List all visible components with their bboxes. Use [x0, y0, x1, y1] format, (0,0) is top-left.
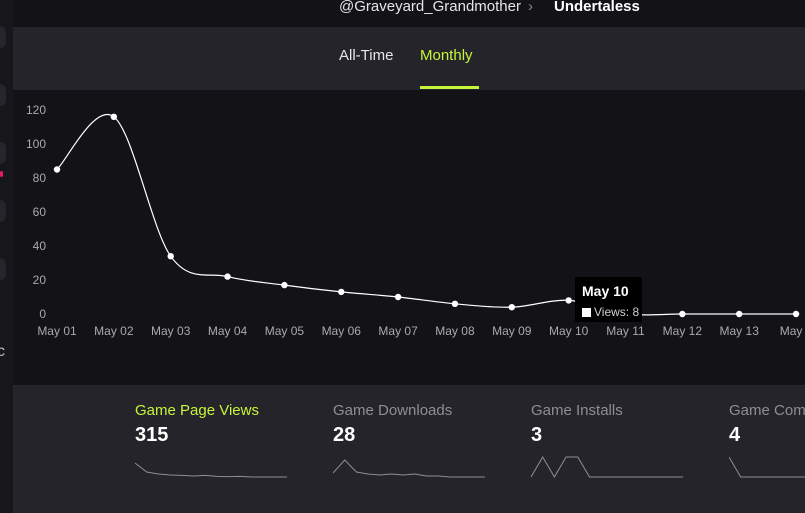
data-point[interactable]: [679, 310, 686, 318]
data-point[interactable]: [736, 310, 743, 318]
rail-item[interactable]: [0, 26, 6, 48]
x-tick-label: May 08: [435, 324, 475, 338]
stat-value: 28: [333, 424, 356, 446]
y-tick-label: 20: [33, 273, 47, 287]
x-tick-label: May 11: [606, 324, 645, 338]
rail-item[interactable]: [0, 200, 6, 222]
tab-all-time[interactable]: All-Time: [339, 47, 394, 64]
tooltip-date: May 10: [582, 283, 629, 299]
stat-value: 4: [729, 424, 741, 446]
data-point[interactable]: [53, 166, 61, 173]
stat-value: 315: [135, 424, 169, 446]
sparkline-path: [729, 456, 805, 478]
stat-label: Game Downloads: [333, 402, 453, 419]
tooltip-value: Views: 8: [594, 305, 640, 319]
data-point[interactable]: [167, 253, 174, 260]
x-tick-label: May 10: [549, 324, 589, 338]
x-tick-label: May 12: [663, 324, 703, 338]
x-tick-label: May 1: [780, 324, 805, 338]
x-tick-label: May 03: [151, 324, 191, 338]
tooltip-series-swatch: [582, 308, 591, 317]
stat-sparkline: [333, 459, 485, 478]
x-tick-label: May 05: [265, 324, 305, 338]
rail-item[interactable]: [0, 142, 6, 164]
tab-monthly[interactable]: Monthly: [420, 47, 473, 64]
stat-comments[interactable]: Game Com 4: [729, 402, 805, 479]
stats-panel: Game Page Views 315 Game Downloads 28 Ga…: [13, 385, 805, 513]
x-tick-label: May 06: [322, 324, 362, 338]
stat-downloads[interactable]: Game Downloads 28: [333, 402, 513, 479]
notification-dot: [0, 171, 3, 177]
stat-sparkline: [531, 456, 683, 478]
stat-value: 3: [531, 424, 543, 446]
stat-sparkline: [135, 462, 287, 478]
data-point[interactable]: [451, 300, 459, 307]
y-tick-label: 100: [26, 137, 46, 151]
chevron-right-icon: ›: [528, 0, 533, 15]
data-point[interactable]: [338, 288, 345, 296]
breadcrumb-game-title: Undertaless: [554, 0, 640, 15]
stat-installs[interactable]: Game Installs 3: [531, 402, 711, 479]
data-point[interactable]: [508, 304, 515, 311]
y-tick-label: 80: [33, 171, 47, 185]
x-tick-label: May 07: [378, 324, 418, 338]
y-tick-label: 60: [33, 205, 47, 219]
y-tick-label: 0: [39, 307, 46, 321]
left-rail: c: [0, 0, 13, 513]
active-tab-indicator: [420, 86, 479, 89]
stat-page-views[interactable]: Game Page Views 315: [135, 402, 315, 479]
data-point[interactable]: [224, 273, 231, 280]
sparkline-path: [531, 456, 683, 478]
views-chart: 0 20 40 60 80 100 120 May 01 May 02 May 03 May 04 M…: [0, 90, 805, 350]
stat-label: Game Installs: [531, 402, 623, 419]
x-tick-label: May 02: [94, 324, 134, 338]
rail-glyph-icon: c: [0, 343, 5, 360]
y-tick-label: 120: [26, 103, 46, 117]
data-point[interactable]: [110, 113, 118, 120]
data-point[interactable]: [792, 310, 800, 318]
breadcrumb: @Graveyard_Grandmother › Undertaless: [0, 0, 805, 22]
x-tick-label: May 04: [208, 324, 248, 338]
breadcrumb-user-link[interactable]: @Graveyard_Grandmother: [339, 0, 521, 15]
stat-label: Game Com: [729, 402, 805, 419]
views-chart-svg: 0 20 40 60 80 100 120 May 01 May 02 May 03 May 04 M…: [26, 103, 805, 338]
rail-item[interactable]: [0, 84, 6, 106]
sparkline-path: [333, 459, 485, 478]
rail-item[interactable]: [0, 258, 6, 280]
x-tick-label: May 09: [492, 324, 532, 338]
y-tick-label: 40: [33, 239, 47, 253]
stat-label: Game Page Views: [135, 402, 259, 419]
period-tabs: All-Time Monthly: [13, 27, 805, 90]
series-line-views: [56, 113, 797, 316]
sparkline-path: [135, 462, 287, 478]
x-tick-label: May 13: [720, 324, 760, 338]
data-point[interactable]: [565, 297, 572, 304]
stat-sparkline: [729, 456, 805, 478]
x-tick-label: May 01: [37, 324, 77, 338]
chart-tooltip: May 10 Views: 8: [575, 277, 642, 322]
data-point[interactable]: [281, 281, 288, 289]
data-point[interactable]: [394, 293, 402, 301]
